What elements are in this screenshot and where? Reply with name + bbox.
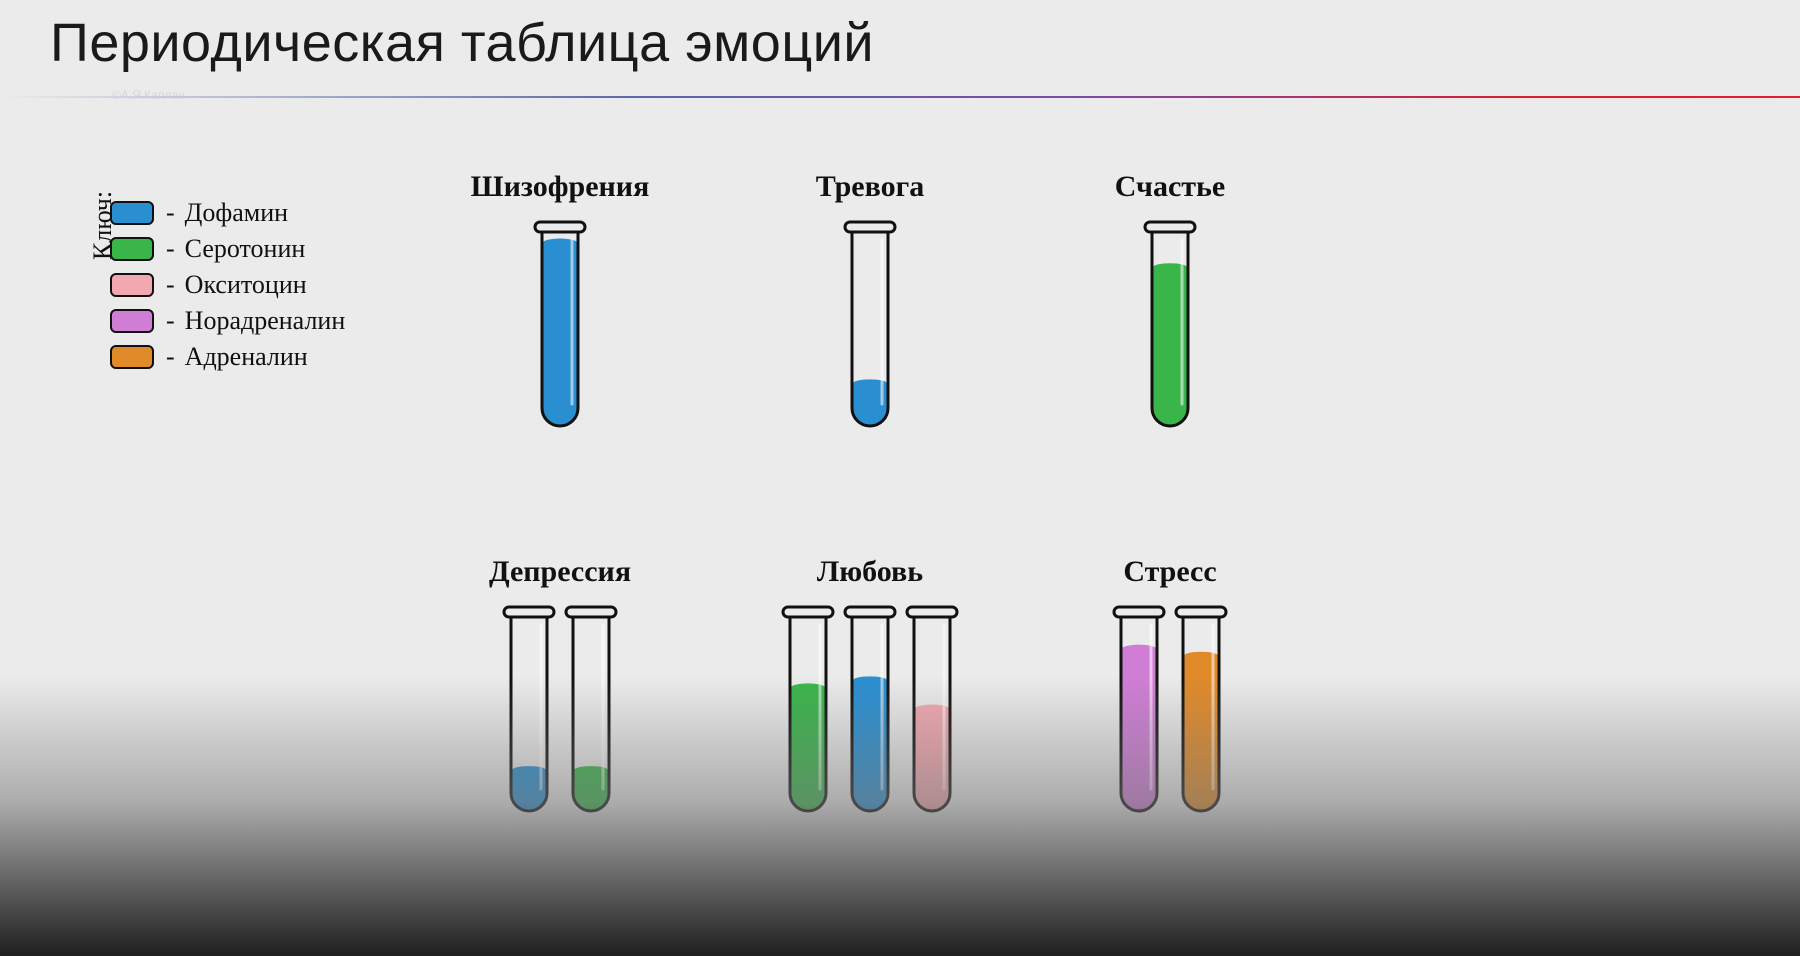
emotion-group: Счастье [1040,170,1300,430]
test-tube-icon [1173,605,1229,815]
emotion-group: Тревога [740,170,1000,430]
legend-dash: - [166,234,175,264]
tube-row [740,605,1000,815]
legend-swatch [110,273,154,297]
legend-item: -Адреналин [110,342,345,372]
legend-dash: - [166,270,175,300]
test-tube-icon [563,605,619,815]
legend-label: Адреналин [185,342,308,372]
tube-row [430,220,690,430]
legend-swatch [110,309,154,333]
legend-item: -Окситоцин [110,270,345,300]
legend-item: -Дофамин [110,198,345,228]
legend-swatch [110,345,154,369]
legend: Ключ: -Дофамин-Серотонин-Окситоцин-Норад… [110,198,345,378]
header-divider [0,96,1800,98]
test-tube-icon [842,220,898,430]
emotion-group: Любовь [740,555,1000,815]
legend-item: -Норадреналин [110,306,345,336]
page-title: Периодическая таблица эмоций [50,12,874,74]
legend-label: Серотонин [185,234,306,264]
test-tube-icon [842,605,898,815]
emotion-group: Депрессия [430,555,690,815]
test-tube-icon [1111,605,1167,815]
emotion-label: Любовь [740,555,1000,589]
emotion-label: Стресс [1040,555,1300,589]
test-tube-icon [1142,220,1198,430]
legend-dash: - [166,342,175,372]
emotion-label: Шизофрения [430,170,690,204]
emotion-label: Счастье [1040,170,1300,204]
legend-title: Ключ: [88,191,118,260]
legend-dash: - [166,198,175,228]
test-tube-icon [501,605,557,815]
tube-row [1040,220,1300,430]
credit-text: ©А.Я.Каплан [112,88,185,102]
tube-row [430,605,690,815]
legend-item: -Серотонин [110,234,345,264]
test-tube-icon [780,605,836,815]
test-tube-icon [904,605,960,815]
test-tube-icon [532,220,588,430]
emotion-label: Тревога [740,170,1000,204]
tube-row [1040,605,1300,815]
emotion-group: Шизофрения [430,170,690,430]
legend-label: Дофамин [185,198,288,228]
emotion-group: Стресс [1040,555,1300,815]
tube-row [740,220,1000,430]
legend-dash: - [166,306,175,336]
emotion-label: Депрессия [430,555,690,589]
legend-label: Норадреналин [185,306,346,336]
legend-label: Окситоцин [185,270,307,300]
